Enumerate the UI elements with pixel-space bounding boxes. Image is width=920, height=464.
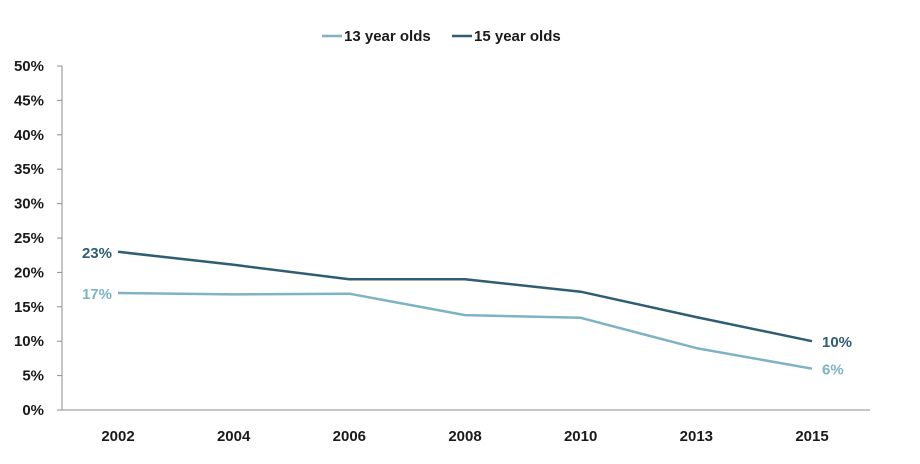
legend-label: 13 year olds	[344, 28, 431, 45]
x-tick-label: 2013	[680, 428, 713, 445]
data-label: 6%	[822, 362, 844, 379]
series-layer	[117, 250, 813, 370]
y-axis: 0% 5% 10% 15% 20% 25% 30% 35% 40% 45% 50%	[14, 58, 63, 419]
x-tick-label: 2004	[217, 428, 251, 445]
y-tick-label: 30%	[14, 196, 44, 213]
x-tick-label: 2015	[795, 428, 828, 445]
y-tick-label: 5%	[22, 368, 44, 385]
data-labels: 17% 6% 23% 10%	[82, 245, 852, 379]
series-line-15-year-olds	[117, 250, 813, 343]
y-tick-label: 10%	[14, 333, 44, 350]
y-tick-label: 20%	[14, 264, 44, 281]
y-tick-label: 45%	[14, 92, 44, 109]
x-tick-label: 2002	[101, 428, 134, 445]
data-label: 17%	[82, 286, 112, 303]
x-axis: 2002 2004 2006 2008 2010 2013 2015	[62, 409, 870, 445]
x-tick-label: 2008	[448, 428, 481, 445]
x-tick-label: 2006	[333, 428, 366, 445]
legend-label: 15 year olds	[474, 28, 561, 45]
y-tick-label: 35%	[14, 161, 44, 178]
data-label: 23%	[82, 245, 112, 262]
y-tick-label: 50%	[14, 58, 44, 75]
y-tick-label: 25%	[14, 230, 44, 247]
y-tick-label: 15%	[14, 299, 44, 316]
series-line-13-year-olds	[117, 291, 813, 370]
y-tick-label: 40%	[14, 127, 44, 144]
x-tick-label: 2010	[564, 428, 597, 445]
legend: 13 year olds 15 year olds	[322, 28, 561, 45]
y-tick-label: 0%	[22, 402, 44, 419]
data-label: 10%	[822, 334, 852, 351]
